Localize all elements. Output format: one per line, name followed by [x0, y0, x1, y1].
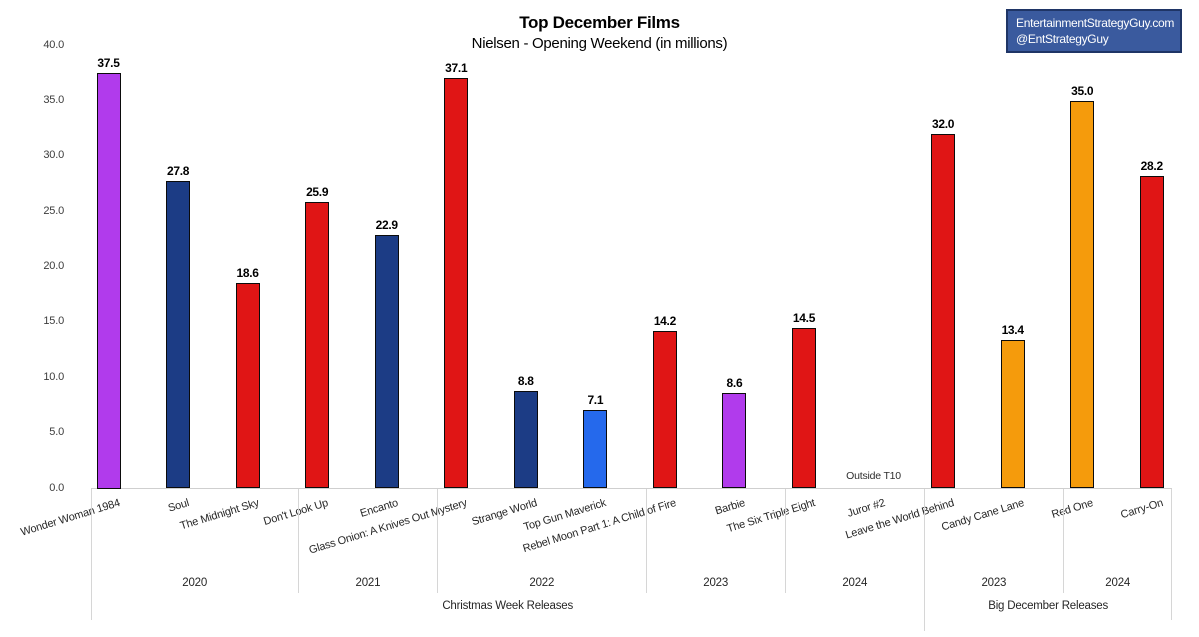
axis-group-divider: [298, 489, 300, 593]
year-group-label: 2023: [981, 577, 1007, 589]
bar-value-label: 27.8: [166, 163, 190, 178]
axis-edge-line: [1171, 489, 1172, 620]
chart-subtitle: Nielsen - Opening Weekend (in millions): [471, 35, 728, 52]
year-group-label: 2021: [355, 577, 381, 589]
release-group-label: Christmas Week Releases: [442, 600, 573, 612]
bar: [1000, 340, 1025, 489]
bar: [513, 391, 538, 489]
badge-site-url: EntertainmentStrategyGuy.com: [1016, 16, 1175, 30]
bar: [1139, 176, 1164, 489]
axis-group-divider: [1063, 489, 1065, 593]
bar-value-label: 7.1: [587, 392, 604, 407]
bar: [652, 331, 677, 489]
year-group-label: 2024: [1105, 577, 1131, 589]
bar: [166, 180, 191, 489]
bar-value-label: 8.8: [517, 374, 534, 389]
bar: [305, 201, 330, 489]
bar: [1070, 101, 1095, 489]
y-axis-tick-label: 35.0: [43, 94, 64, 107]
bar-value-label: 32.0: [932, 117, 955, 132]
badge-twitter-handle: @EntStrategyGuy: [1016, 32, 1109, 46]
axis-group-divider: [785, 489, 787, 593]
year-group-label: 2020: [182, 577, 208, 589]
y-axis-tick-label: 25.0: [43, 204, 64, 217]
bar-value-label: 35.0: [1071, 84, 1094, 99]
axis-group-divider: [437, 489, 439, 593]
y-axis-tick-label: 40.0: [43, 38, 64, 51]
y-axis-tick-label: 30.0: [43, 149, 64, 162]
bar-value-label: 18.6: [236, 265, 259, 280]
y-axis-tick-label: 20.0: [43, 260, 64, 273]
bar: [444, 77, 469, 489]
y-axis-tick-label: 5.0: [49, 426, 64, 439]
y-axis-tick-label: 0.0: [49, 481, 64, 494]
bar: [235, 282, 260, 489]
bar-value-label: 14.5: [792, 310, 816, 325]
bar: [96, 73, 121, 489]
bar-value-label: 14.2: [653, 314, 676, 329]
bar: [931, 134, 956, 489]
release-group-label: Big December Releases: [988, 600, 1109, 612]
bar: [374, 234, 399, 489]
bar-value-label: 8.6: [726, 376, 743, 391]
bar-value-label: 28.2: [1140, 159, 1163, 174]
year-group-label: 2023: [703, 577, 729, 589]
bar-value-label: 25.9: [306, 184, 329, 199]
year-group-label: 2022: [529, 577, 555, 589]
bar: [792, 327, 816, 489]
axis-edge-line: [91, 489, 92, 620]
brand-badge: EntertainmentStrategyGuy.com @EntStrateg…: [1006, 9, 1182, 53]
axis-group-divider: [646, 489, 648, 593]
year-group-label: 2024: [842, 577, 868, 589]
y-axis-tick-label: 15.0: [43, 315, 64, 328]
x-axis-line: [91, 488, 1172, 489]
bar-value-label: 22.9: [375, 217, 398, 232]
bar: [583, 409, 608, 489]
bar-value-label: 37.1: [445, 60, 468, 75]
axis-group-divider: [924, 489, 926, 631]
bar-value-label: 37.5: [97, 56, 120, 71]
bar-value-label: 13.4: [1001, 323, 1024, 338]
no-data-note: Outside T10: [846, 470, 901, 482]
bar: [722, 393, 747, 489]
y-axis-tick-label: 10.0: [43, 370, 64, 383]
chart-title: Top December Films: [519, 13, 680, 32]
